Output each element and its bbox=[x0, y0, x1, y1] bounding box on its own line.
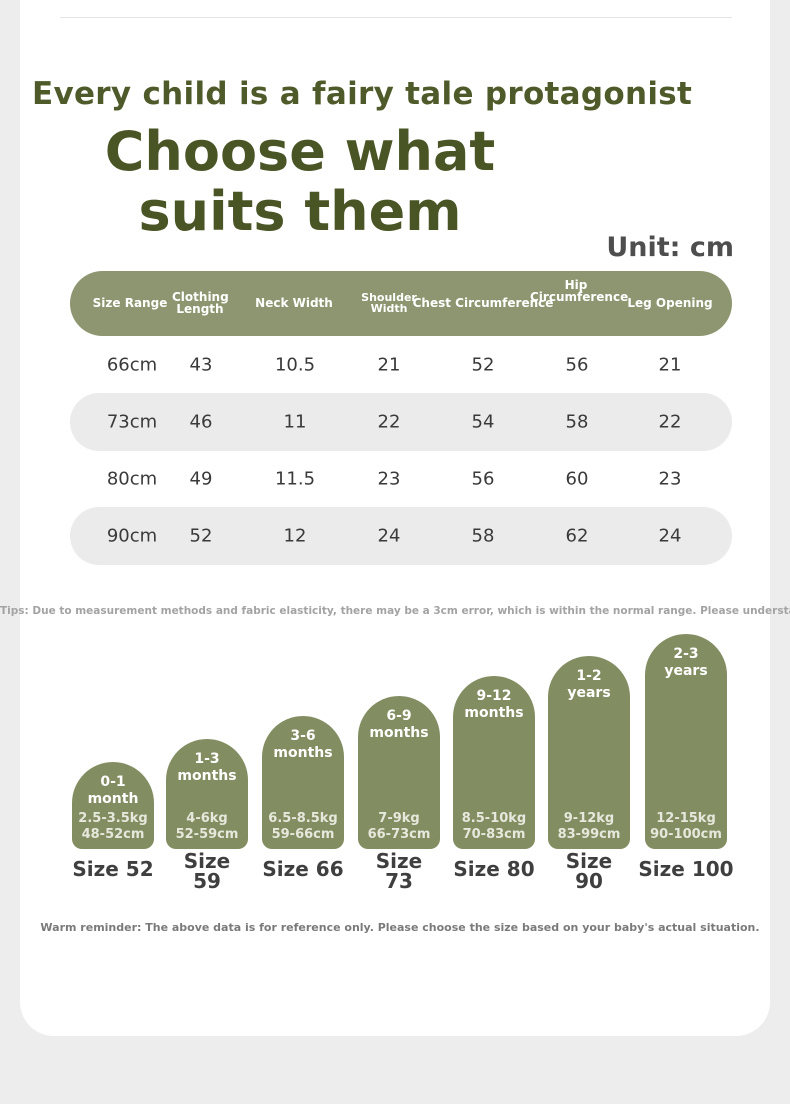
height-range: 83-99cm bbox=[557, 827, 621, 842]
age-range: 1-3 months bbox=[177, 751, 237, 784]
table-cell: 23 bbox=[377, 468, 401, 490]
table-cell: 21 bbox=[658, 354, 682, 376]
table-cell: 80cm bbox=[106, 468, 158, 490]
height-range: 59-66cm bbox=[271, 827, 335, 842]
table-cell: 43 bbox=[189, 354, 213, 376]
size-pill: 0-1 month 2.5-3.5kg 48-52cm bbox=[72, 762, 154, 849]
table-cell: 24 bbox=[658, 525, 682, 547]
table-cell: 22 bbox=[658, 411, 682, 433]
table-cell: 58 bbox=[565, 411, 589, 433]
size-label: Size 59 bbox=[183, 849, 231, 893]
table-row: 80cm 49 11.5 23 56 60 23 bbox=[70, 450, 732, 508]
size-label: Size 100 bbox=[638, 857, 734, 881]
height-range: 52-59cm bbox=[175, 827, 239, 842]
age-range: 9-12 months bbox=[464, 688, 524, 721]
age-range: 0-1 month bbox=[87, 774, 139, 807]
table-cell: 54 bbox=[471, 411, 495, 433]
table-cell: 52 bbox=[189, 525, 213, 547]
table-cell: 49 bbox=[189, 468, 213, 490]
age-range: 1-2 years bbox=[567, 668, 611, 701]
size-measurements: 7-9kg 66-73cm bbox=[358, 811, 440, 843]
table-cell: 73cm bbox=[106, 411, 158, 433]
subtitle: Every child is a fairy tale protagonist bbox=[32, 76, 693, 112]
table-row: 73cm 46 11 22 54 58 22 bbox=[70, 393, 732, 451]
top-divider bbox=[60, 17, 732, 18]
header-clothing-length: Clothing Length bbox=[172, 290, 229, 316]
table-cell: 56 bbox=[565, 354, 589, 376]
age-range: 6-9 months bbox=[369, 708, 429, 741]
height-range: 90-100cm bbox=[650, 827, 722, 842]
table-cell: 12 bbox=[283, 525, 307, 547]
unit-label: Unit: cm bbox=[606, 232, 734, 263]
size-label: Size 52 bbox=[72, 857, 154, 881]
table-cell: 10.5 bbox=[274, 354, 316, 376]
weight-range: 9-12kg bbox=[563, 811, 615, 826]
size-pill: 1-2 years 9-12kg 83-99cm bbox=[548, 656, 630, 849]
header-hip-circumference: Hip Circumference bbox=[530, 278, 629, 304]
header-shoulder-width: Shoulder Width bbox=[361, 291, 417, 315]
size-pill: 2-3 years 12-15kg 90-100cm bbox=[645, 634, 727, 849]
size-measurements: 2.5-3.5kg 48-52cm bbox=[72, 811, 154, 843]
warm-reminder: Warm reminder: The above data is for ref… bbox=[40, 921, 760, 934]
table-cell: 24 bbox=[377, 525, 401, 547]
size-label: Size 73 bbox=[375, 849, 423, 893]
table-cell: 60 bbox=[565, 468, 589, 490]
table-cell: 62 bbox=[565, 525, 589, 547]
table-cell: 22 bbox=[377, 411, 401, 433]
weight-range: 6.5-8.5kg bbox=[268, 811, 338, 826]
header-chest-circumference: Chest Circumference bbox=[412, 296, 554, 310]
weight-range: 12-15kg bbox=[656, 811, 716, 826]
size-label: Size 66 bbox=[262, 857, 344, 881]
table-cell: 90cm bbox=[106, 525, 158, 547]
tips-note: Tips: Due to measurement methods and fab… bbox=[0, 605, 790, 617]
size-label: Size 80 bbox=[453, 857, 535, 881]
page-title: Choose what suits them bbox=[104, 120, 496, 243]
height-range: 66-73cm bbox=[367, 827, 431, 842]
size-measurements: 6.5-8.5kg 59-66cm bbox=[262, 811, 344, 843]
table-cell: 66cm bbox=[106, 354, 158, 376]
weight-range: 7-9kg bbox=[378, 811, 420, 826]
table-cell: 11.5 bbox=[274, 468, 316, 490]
weight-range: 4-6kg bbox=[186, 811, 228, 826]
size-pill: 1-3 months 4-6kg 52-59cm bbox=[166, 739, 248, 849]
height-range: 70-83cm bbox=[462, 827, 526, 842]
header-neck-width: Neck Width bbox=[255, 296, 333, 310]
table-cell: 46 bbox=[189, 411, 213, 433]
table-cell: 52 bbox=[471, 354, 495, 376]
table-cell: 23 bbox=[658, 468, 682, 490]
size-measurements: 12-15kg 90-100cm bbox=[645, 811, 727, 843]
size-pill: 6-9 months 7-9kg 66-73cm bbox=[358, 696, 440, 849]
table-cell: 21 bbox=[377, 354, 401, 376]
size-pill: 9-12 months 8.5-10kg 70-83cm bbox=[453, 676, 535, 849]
table-cell: 11 bbox=[283, 411, 307, 433]
size-table-header: Size Range Clothing Length Neck Width Sh… bbox=[70, 271, 732, 336]
size-measurements: 8.5-10kg 70-83cm bbox=[453, 811, 535, 843]
weight-range: 2.5-3.5kg bbox=[78, 811, 148, 826]
size-measurements: 4-6kg 52-59cm bbox=[166, 811, 248, 843]
size-measurements: 9-12kg 83-99cm bbox=[548, 811, 630, 843]
table-cell: 56 bbox=[471, 468, 495, 490]
age-range: 2-3 years bbox=[664, 646, 708, 679]
header-leg-opening: Leg Opening bbox=[627, 296, 713, 310]
table-row: 66cm 43 10.5 21 52 56 21 bbox=[70, 336, 732, 394]
header-size-range: Size Range bbox=[92, 296, 168, 310]
size-label: Size 90 bbox=[565, 849, 613, 893]
height-range: 48-52cm bbox=[81, 827, 145, 842]
weight-range: 8.5-10kg bbox=[461, 811, 527, 826]
size-pill: 3-6 months 6.5-8.5kg 59-66cm bbox=[262, 716, 344, 849]
age-range: 3-6 months bbox=[273, 728, 333, 761]
table-cell: 58 bbox=[471, 525, 495, 547]
table-row: 90cm 52 12 24 58 62 24 bbox=[70, 507, 732, 565]
